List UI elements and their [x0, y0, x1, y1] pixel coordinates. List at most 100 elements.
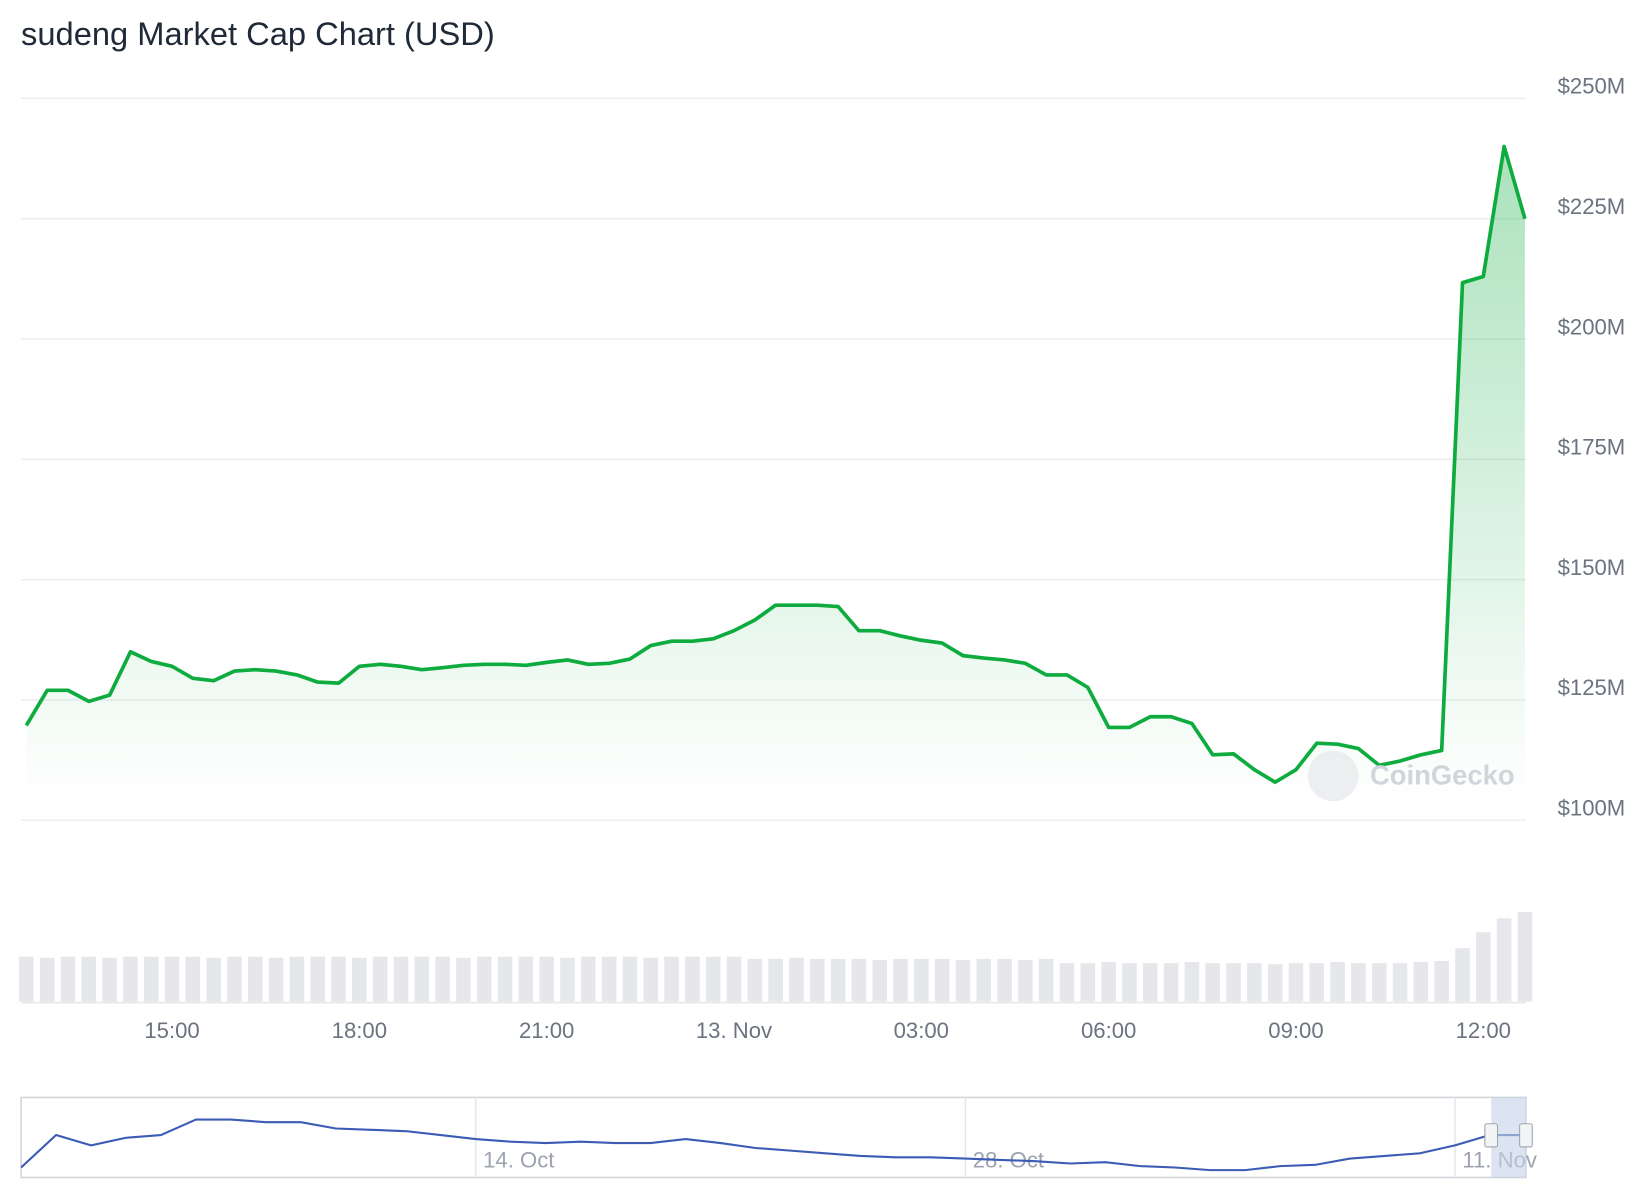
volume-bar — [456, 957, 471, 1002]
volume-bar — [539, 956, 554, 1002]
volume-bar — [809, 958, 825, 1002]
volume-bar — [372, 956, 388, 1002]
volume-bar — [1101, 962, 1116, 1002]
y-tick-label: $100M — [1558, 796, 1626, 821]
volume-bar — [19, 956, 34, 1002]
x-tick-label: 12:00 — [1456, 1018, 1511, 1043]
volume-bar — [1309, 963, 1325, 1002]
navigator-handle-right[interactable] — [1519, 1123, 1533, 1148]
volume-bar — [123, 956, 138, 1002]
volume-bar — [1080, 963, 1096, 1002]
volume-bar — [1476, 932, 1491, 1002]
volume-bar — [1351, 963, 1366, 1002]
volume-bar — [955, 959, 971, 1002]
volume-bar — [1038, 958, 1054, 1002]
volume-bar — [893, 958, 908, 1002]
volume-bar — [726, 956, 742, 1002]
area — [26, 146, 1525, 802]
volume-bar — [1413, 962, 1429, 1002]
chart-title: sudeng Market Cap Chart (USD) — [21, 15, 495, 52]
volume-bar — [1163, 963, 1179, 1002]
x-tick-label: 06:00 — [1081, 1018, 1136, 1043]
x-ticks: 15:00 18:00 21:00 13. Nov 03:00 06:00 09:00 12:… — [144, 1018, 1511, 1043]
volume-bar — [476, 956, 492, 1002]
volume-bar — [81, 956, 97, 1002]
volume-bar — [789, 957, 804, 1002]
volume-bar — [705, 956, 721, 1002]
volume-bar — [685, 956, 700, 1002]
volume-bar — [60, 956, 76, 1002]
volume-bar — [1267, 964, 1283, 1002]
watermark-logo — [1307, 750, 1359, 802]
volume-bar — [581, 956, 596, 1002]
y-tick-label: $225M — [1558, 194, 1626, 219]
x-tick-label: 18:00 — [332, 1018, 387, 1043]
volume-bar — [1496, 918, 1512, 1002]
line — [20, 1118, 1525, 1172]
volume-bars — [19, 911, 1533, 1002]
volume-bar — [352, 957, 367, 1002]
volume-bar — [518, 956, 534, 1002]
x-tick-label: 09:00 — [1268, 1018, 1323, 1043]
volume-bar — [830, 958, 846, 1002]
volume-bar — [747, 958, 763, 1002]
volume-bar — [1455, 948, 1470, 1002]
volume-bar — [1205, 963, 1220, 1002]
volume-bar — [414, 956, 430, 1002]
line — [24, 144, 1527, 785]
volume-bar — [872, 959, 887, 1002]
volume-bar — [206, 957, 221, 1002]
volume-bar — [1122, 963, 1137, 1002]
navigator-handle-left[interactable] — [1484, 1123, 1499, 1148]
volume-bar — [39, 957, 55, 1002]
volume-bar — [622, 956, 638, 1002]
volume-bar — [497, 956, 513, 1002]
watermark-text: CoinGecko — [1370, 759, 1515, 790]
volume-bar — [268, 957, 284, 1002]
plot — [24, 144, 1527, 802]
volume-bar — [310, 956, 326, 1002]
volume-bar — [976, 958, 992, 1002]
volume-bar — [185, 956, 201, 1002]
volume-bar — [1184, 962, 1200, 1002]
volume-bar — [1434, 960, 1449, 1002]
volume-bar — [643, 957, 659, 1002]
volume-bar — [1059, 963, 1075, 1002]
volume-bar — [143, 956, 159, 1002]
volume-bar — [331, 956, 346, 1002]
volume-bar — [601, 956, 617, 1002]
volume-bar — [1371, 963, 1387, 1002]
volume-bar — [248, 956, 263, 1002]
volume-bar — [102, 957, 117, 1002]
volume-bar — [1018, 959, 1033, 1002]
volume-bar — [164, 956, 180, 1002]
x-tick-label: 21:00 — [519, 1018, 574, 1043]
volume-bar — [997, 958, 1012, 1002]
watermark: CoinGecko — [1307, 750, 1515, 802]
y-tick-label: $150M — [1558, 555, 1626, 580]
volume-bar — [851, 958, 867, 1002]
volume-bar — [393, 956, 409, 1002]
volume-bar — [227, 956, 242, 1002]
y-tick-label: $125M — [1558, 675, 1626, 700]
volume-bar — [1392, 963, 1408, 1002]
volume-bar — [1247, 963, 1262, 1002]
navigator-tick-label: 14. Oct — [483, 1148, 554, 1173]
volume-bar — [1226, 963, 1241, 1002]
y-tick-label: $175M — [1558, 435, 1626, 460]
volume-bar — [1142, 963, 1158, 1002]
volume-bar — [435, 956, 450, 1002]
x-tick-label: 15:00 — [144, 1018, 199, 1043]
y-tick-label: $200M — [1558, 314, 1626, 339]
volume-bar — [768, 958, 783, 1002]
volume-bar — [934, 958, 950, 1002]
volume-bar — [289, 956, 305, 1002]
x-tick-label: 03:00 — [894, 1018, 949, 1043]
x-tick-label: 13. Nov — [696, 1018, 772, 1043]
volume-bar — [914, 958, 929, 1002]
volume-bar — [1330, 962, 1345, 1002]
y-tick-label: $250M — [1558, 74, 1626, 99]
volume-bar — [560, 957, 575, 1002]
